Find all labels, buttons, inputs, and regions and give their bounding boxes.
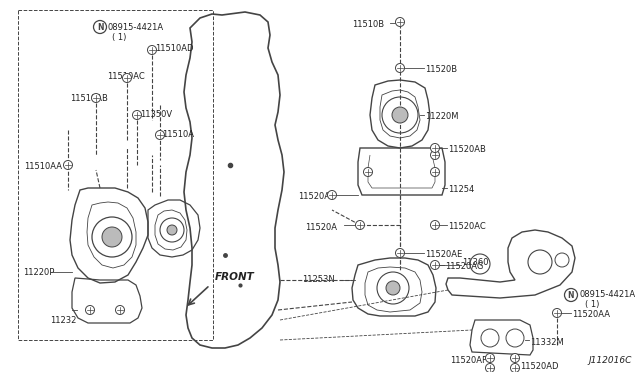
Circle shape: [115, 305, 125, 314]
Circle shape: [355, 221, 365, 230]
Text: 11520AE: 11520AE: [425, 250, 462, 259]
Text: FRONT: FRONT: [215, 272, 255, 282]
Circle shape: [431, 221, 440, 230]
Text: 11510AC: 11510AC: [107, 72, 145, 81]
Text: 11220M: 11220M: [425, 112, 458, 121]
Circle shape: [431, 144, 440, 153]
Circle shape: [147, 45, 157, 55]
Text: 11520AD: 11520AD: [520, 362, 559, 371]
Circle shape: [564, 289, 577, 301]
Text: 11520AG: 11520AG: [445, 262, 483, 271]
Text: 11520AF: 11520AF: [450, 356, 487, 365]
Circle shape: [396, 248, 404, 257]
Text: 11520A: 11520A: [305, 223, 337, 232]
Text: ( 1): ( 1): [112, 33, 126, 42]
Text: 11520AB: 11520AB: [448, 145, 486, 154]
Text: 11520AC: 11520AC: [448, 222, 486, 231]
Text: 11510B: 11510B: [352, 20, 384, 29]
Circle shape: [102, 227, 122, 247]
Circle shape: [396, 64, 404, 73]
Text: 11360: 11360: [462, 258, 488, 267]
Circle shape: [364, 167, 372, 176]
Circle shape: [511, 353, 520, 362]
Text: N: N: [568, 291, 574, 299]
Circle shape: [486, 353, 495, 362]
Circle shape: [86, 305, 95, 314]
Circle shape: [122, 74, 131, 83]
Circle shape: [92, 93, 100, 103]
Circle shape: [386, 281, 400, 295]
Circle shape: [93, 20, 106, 33]
Circle shape: [167, 225, 177, 235]
Text: 08915-4421A: 08915-4421A: [580, 290, 636, 299]
Circle shape: [132, 110, 141, 119]
Circle shape: [431, 151, 440, 160]
Text: 11510AD: 11510AD: [155, 44, 193, 53]
Circle shape: [431, 167, 440, 176]
Text: 11253N: 11253N: [302, 275, 335, 284]
Circle shape: [63, 160, 72, 170]
Text: J112016C: J112016C: [589, 356, 632, 365]
Circle shape: [486, 363, 495, 372]
Text: 11220P: 11220P: [23, 268, 54, 277]
Text: 11232: 11232: [50, 316, 76, 325]
Circle shape: [396, 17, 404, 26]
Text: N: N: [97, 22, 103, 32]
Text: 11520B: 11520B: [425, 65, 457, 74]
Circle shape: [392, 107, 408, 123]
Text: 11520AB: 11520AB: [298, 192, 336, 201]
Text: 11510A: 11510A: [162, 130, 194, 139]
Circle shape: [511, 363, 520, 372]
Text: ( 1): ( 1): [585, 300, 600, 309]
Circle shape: [328, 190, 337, 199]
Circle shape: [552, 308, 561, 317]
Text: 08915-4421A: 08915-4421A: [108, 23, 164, 32]
Text: 11510AB: 11510AB: [70, 94, 108, 103]
Circle shape: [431, 260, 440, 269]
Text: 11254: 11254: [448, 185, 474, 194]
Text: 11510AA: 11510AA: [24, 162, 62, 171]
Text: 11520AA: 11520AA: [572, 310, 610, 319]
Text: 11350V: 11350V: [140, 110, 172, 119]
Circle shape: [156, 131, 164, 140]
Text: 11332M: 11332M: [530, 338, 564, 347]
